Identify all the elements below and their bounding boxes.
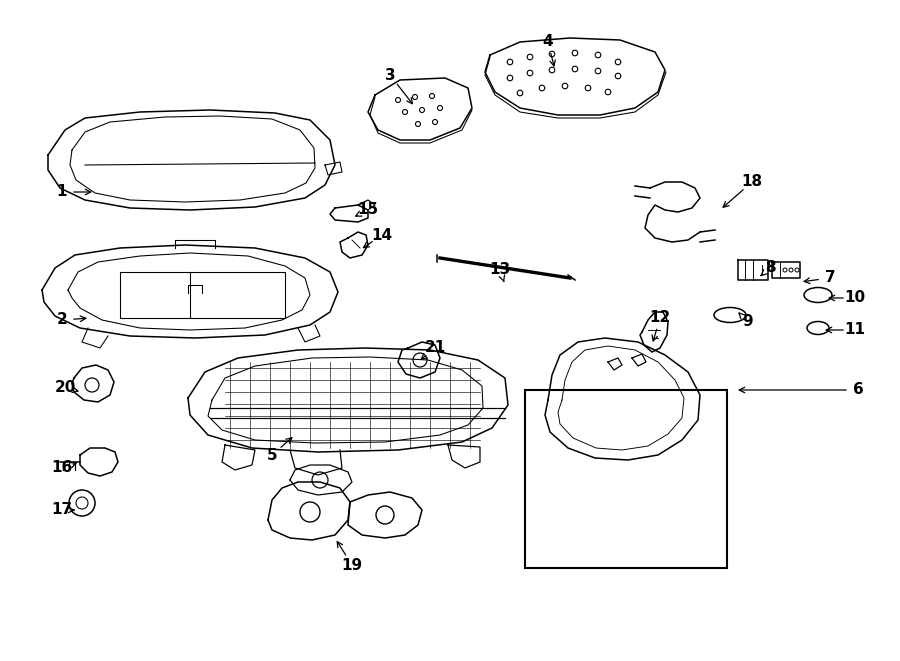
Text: 5: 5 bbox=[266, 447, 277, 463]
Text: 17: 17 bbox=[51, 502, 73, 518]
Text: 12: 12 bbox=[650, 311, 670, 325]
Text: 18: 18 bbox=[742, 175, 762, 190]
Text: 13: 13 bbox=[490, 262, 510, 278]
Text: 16: 16 bbox=[51, 461, 73, 475]
Text: 10: 10 bbox=[844, 290, 866, 305]
Text: 2: 2 bbox=[57, 313, 68, 327]
Text: 8: 8 bbox=[765, 260, 775, 276]
Bar bbox=[525, 390, 727, 568]
Text: 20: 20 bbox=[54, 381, 76, 395]
Text: 6: 6 bbox=[852, 383, 863, 397]
Text: 11: 11 bbox=[844, 323, 866, 338]
Text: 9: 9 bbox=[742, 315, 753, 329]
Text: 14: 14 bbox=[372, 227, 392, 243]
Text: 4: 4 bbox=[543, 34, 553, 50]
Text: 1: 1 bbox=[57, 184, 68, 200]
Text: 15: 15 bbox=[357, 202, 379, 217]
Text: 3: 3 bbox=[384, 67, 395, 83]
Text: 7: 7 bbox=[824, 270, 835, 286]
Text: 19: 19 bbox=[341, 557, 363, 572]
Text: 21: 21 bbox=[425, 340, 446, 356]
